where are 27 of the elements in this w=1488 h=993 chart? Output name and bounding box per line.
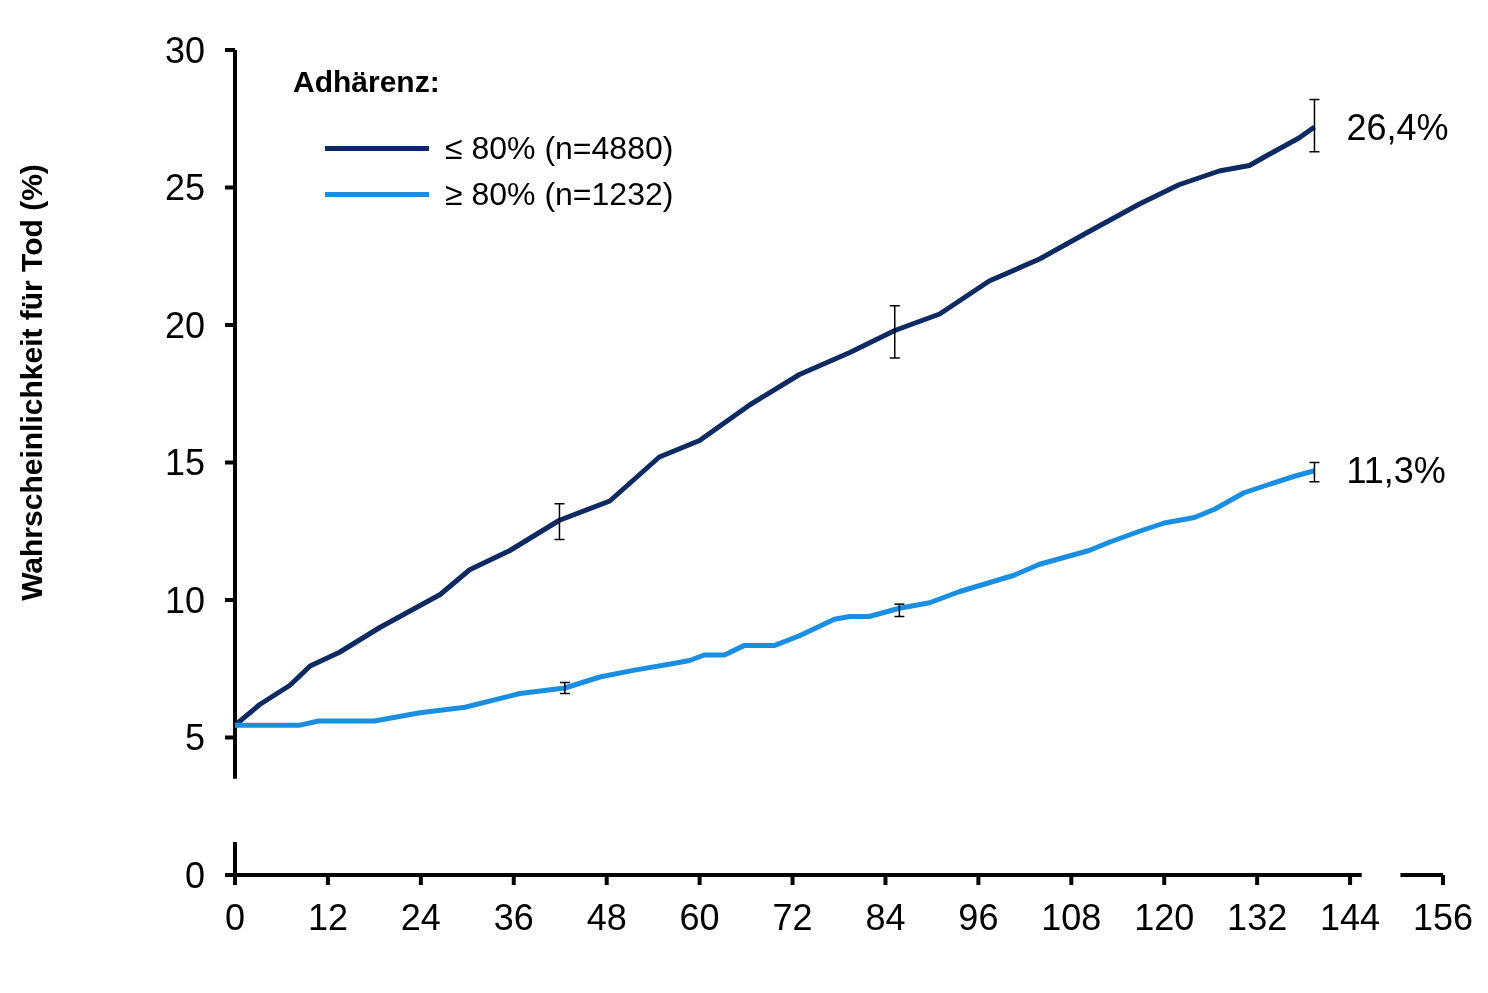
y-tick-label: 25 <box>164 167 205 209</box>
x-tick-label: 96 <box>958 897 999 938</box>
x-tick-label: 132 <box>1227 897 1288 938</box>
x-tick-label: 48 <box>586 897 627 938</box>
legend-title: Adhärenz: <box>293 65 440 98</box>
y-tick-label: 15 <box>164 442 205 484</box>
x-tick-label: 144 <box>1320 897 1381 938</box>
y-axis-title: Wahrscheinlichkeit für Tod (%) <box>15 164 48 601</box>
x-tick-label: 60 <box>679 897 720 938</box>
legend-label: ≤ 80% (n=4880) <box>445 130 674 167</box>
x-tick-label: 24 <box>400 897 441 938</box>
annotation: 11,3% <box>1346 450 1446 492</box>
x-tick-label: 72 <box>772 897 813 938</box>
x-tick-label: 120 <box>1134 897 1195 938</box>
x-tick-label: 12 <box>307 897 348 938</box>
y-tick-label: 10 <box>164 579 205 621</box>
x-tick-label: 0 <box>224 897 246 938</box>
x-tick-label: 84 <box>865 897 906 938</box>
x-tick-label: 108 <box>1041 897 1102 938</box>
x-tick-label: 36 <box>493 897 534 938</box>
x-tick-label: 156 <box>1412 897 1474 938</box>
y-tick-label: 5 <box>184 717 205 759</box>
y-tick-label: 30 <box>164 29 205 71</box>
y-tick-label: 20 <box>164 304 205 346</box>
y-tick-label: 0 <box>184 854 205 896</box>
legend-label: ≥ 80% (n=1232) <box>445 176 674 213</box>
annotation: 26,4% <box>1346 106 1449 148</box>
